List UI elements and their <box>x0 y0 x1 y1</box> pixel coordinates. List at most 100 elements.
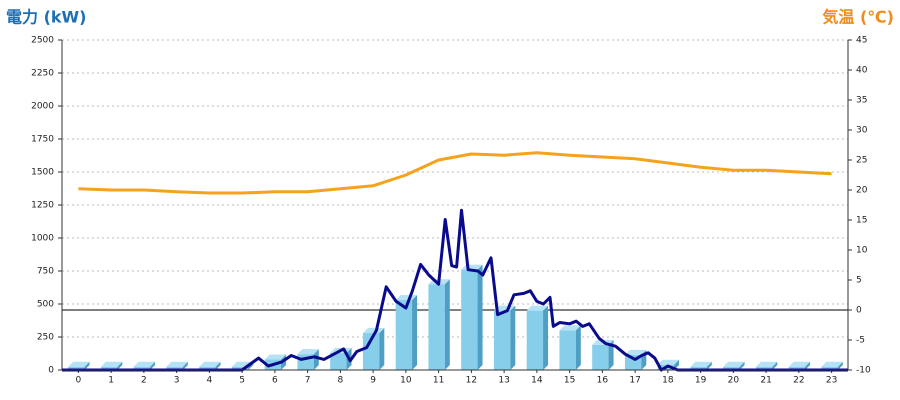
x-tick-label: 22 <box>793 376 804 386</box>
bar <box>755 366 773 370</box>
bar-top <box>166 361 188 367</box>
bar <box>395 300 413 370</box>
y-tick-label: 1500 <box>31 168 54 178</box>
power-line <box>62 208 848 372</box>
x-tick-label: 14 <box>531 376 543 386</box>
y-tick-label: 1000 <box>31 234 54 244</box>
x-tick-label: 17 <box>629 376 640 386</box>
x-tick-label: 6 <box>272 376 278 386</box>
bar <box>690 366 707 370</box>
bar <box>133 366 151 370</box>
temperature-line <box>78 151 832 195</box>
bar <box>199 366 216 370</box>
x-tick-label: 12 <box>466 376 477 386</box>
x-tick-label: 16 <box>597 376 609 386</box>
x-tick-label: 5 <box>239 376 245 386</box>
y2-tick-label: -5 <box>856 336 865 346</box>
bar-side <box>543 305 549 370</box>
bar-top <box>362 328 385 334</box>
bar-top <box>755 361 778 367</box>
bar-side <box>608 339 614 370</box>
bar <box>821 366 838 370</box>
y2-tick-label: 5 <box>856 276 862 286</box>
bar <box>428 284 445 370</box>
y-tick-label: 2000 <box>31 102 54 112</box>
bar-top <box>526 305 549 311</box>
bar-side <box>837 361 843 370</box>
bar <box>723 366 740 370</box>
x-tick-label: 13 <box>498 376 509 386</box>
x-tick-label: 20 <box>728 376 740 386</box>
x-tick-label: 1 <box>108 376 114 386</box>
y-tick-label: 2250 <box>31 69 54 79</box>
bar <box>559 330 576 370</box>
bar <box>166 366 183 370</box>
y2-tick-label: 35 <box>856 96 867 106</box>
bar-top <box>821 361 843 367</box>
x-tick-label: 7 <box>305 376 311 386</box>
y2-tick-label: 45 <box>856 36 867 46</box>
x-tick-label: 0 <box>76 376 82 386</box>
bar-top <box>100 361 123 367</box>
bar-side <box>510 305 516 370</box>
bar-side <box>117 361 123 370</box>
bar-side <box>477 264 483 370</box>
bar-top <box>690 361 712 367</box>
bar-top <box>788 361 811 367</box>
x-tick-label: 23 <box>826 376 837 386</box>
bar-side <box>379 328 385 370</box>
bar <box>592 344 609 370</box>
x-tick-label: 21 <box>760 376 771 386</box>
x-tick-label: 3 <box>174 376 180 386</box>
bar <box>526 310 544 370</box>
y2-tick-label: 0 <box>856 306 862 316</box>
bar <box>461 269 478 370</box>
y-tick-label: 500 <box>37 300 54 310</box>
bar <box>330 352 347 370</box>
x-tick-label: 4 <box>207 376 213 386</box>
bar-side <box>215 361 221 370</box>
bar <box>231 366 249 370</box>
y2-tick-label: 25 <box>856 156 867 166</box>
bar-side <box>150 361 156 370</box>
x-tick-label: 19 <box>695 376 707 386</box>
bar-top <box>297 349 319 355</box>
y2-axis-title: 気温 (℃) <box>822 8 894 27</box>
bar-side <box>412 295 418 370</box>
y2-tick-label: 30 <box>856 126 868 136</box>
y-tick-label: 250 <box>37 333 54 343</box>
y2-tick-label: 40 <box>856 66 868 76</box>
bar-top <box>559 325 581 331</box>
x-tick-label: 2 <box>141 376 147 386</box>
bar-side <box>739 361 745 370</box>
bar-side <box>706 361 712 370</box>
bar-side <box>84 361 90 370</box>
bar-top <box>723 361 745 367</box>
bar-side <box>444 279 450 370</box>
y-tick-label: 750 <box>37 267 54 277</box>
y2-tick-label: 15 <box>856 216 867 226</box>
y-tick-label: 1250 <box>31 201 54 211</box>
bar-top <box>133 361 156 367</box>
x-tick-label: 10 <box>400 376 412 386</box>
bar-top <box>657 359 680 365</box>
bar <box>362 333 380 370</box>
bar <box>788 366 806 370</box>
bar-top <box>264 354 287 360</box>
bar <box>493 310 511 370</box>
x-tick-label: 18 <box>662 376 674 386</box>
bar-top <box>199 361 221 367</box>
x-tick-label: 9 <box>370 376 376 386</box>
bar <box>100 366 118 370</box>
x-tick-label: 15 <box>564 376 575 386</box>
bar-side <box>313 349 319 370</box>
bar-side <box>805 361 811 370</box>
x-tick-label: 8 <box>338 376 344 386</box>
bar-top <box>624 349 647 355</box>
y-axis-title: 電力 (kW) <box>6 8 87 27</box>
y2-tick-label: 20 <box>856 186 868 196</box>
y2-tick-label: 10 <box>856 246 868 256</box>
y2-tick-label: -10 <box>856 366 871 376</box>
y-tick-label: 0 <box>48 366 54 376</box>
